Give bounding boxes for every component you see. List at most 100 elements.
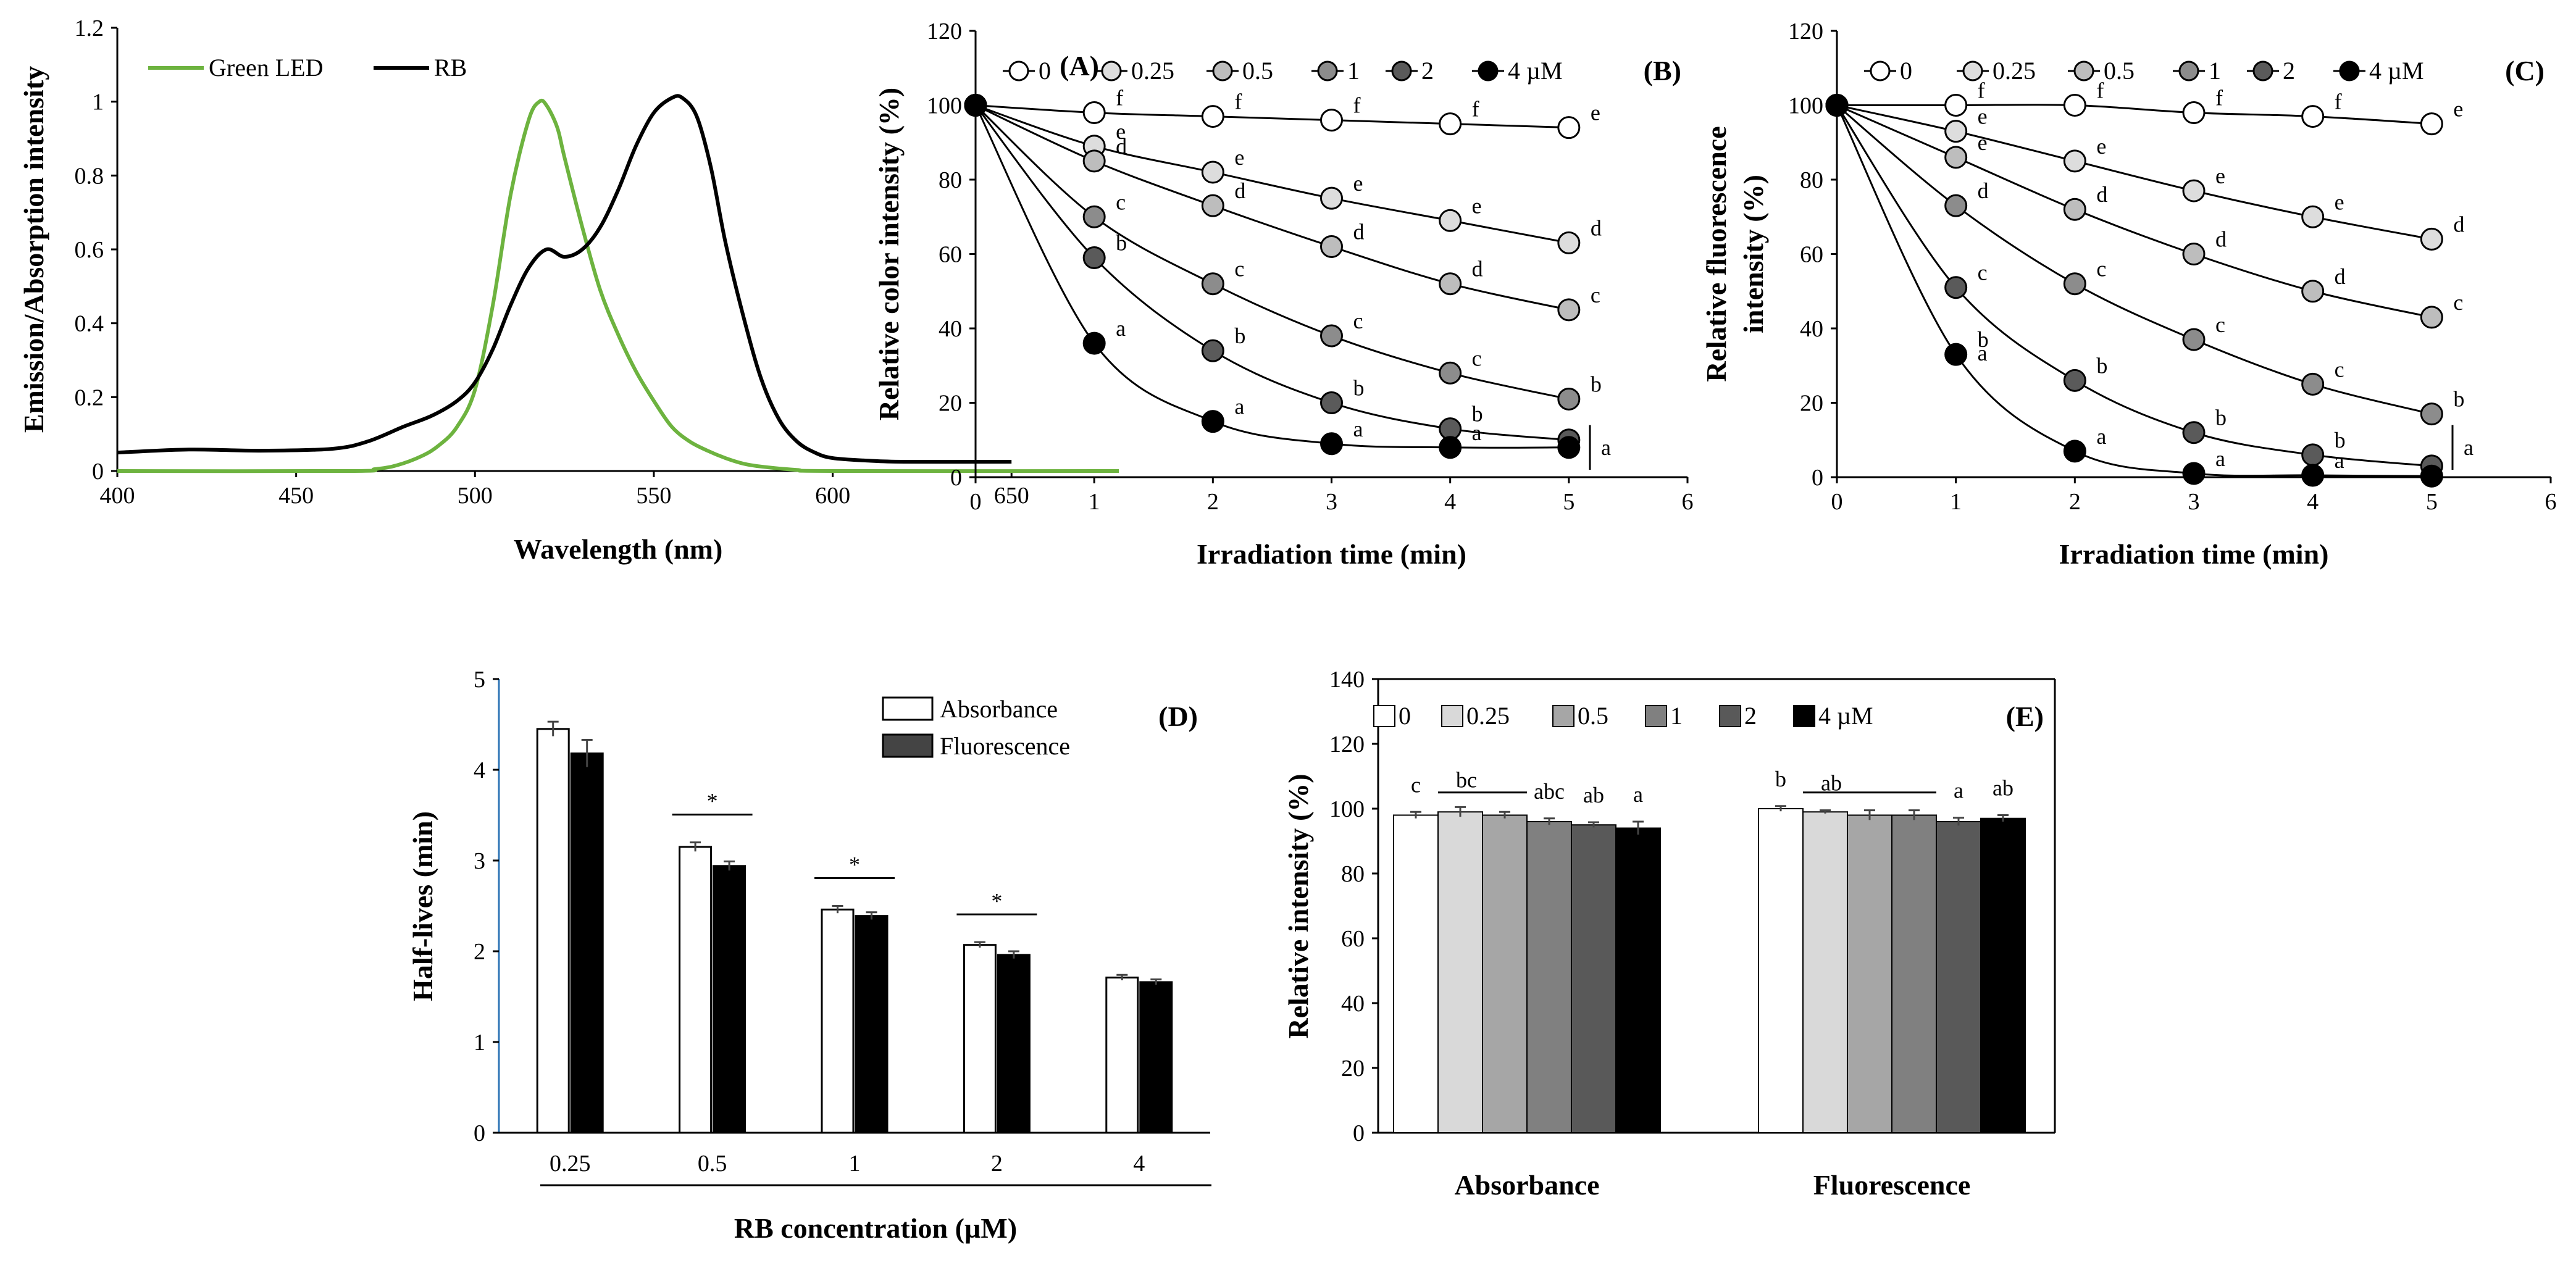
- bar: [1393, 814, 1439, 1133]
- data-point: [1439, 112, 1462, 136]
- y-tick-label: 80: [1341, 861, 1365, 887]
- legend-label: 0.5: [2104, 57, 2135, 85]
- data-point: [2182, 421, 2206, 444]
- data-point: [964, 94, 987, 117]
- x-axis-label: Irradiation time (min): [2059, 538, 2329, 570]
- significance-letter: c: [1591, 283, 1600, 307]
- y-tick-label: 0: [1812, 465, 1823, 491]
- significance-letter: d: [1353, 219, 1365, 244]
- significance-letter: a: [2096, 424, 2106, 449]
- x-tick-label: 4: [2307, 489, 2319, 515]
- significance-letter: a: [1234, 394, 1244, 419]
- bar: [536, 728, 570, 1134]
- significance-letter: f: [1234, 90, 1242, 114]
- significance-letter: d: [1591, 215, 1602, 240]
- significance-letter: a: [2335, 448, 2344, 473]
- data-point: [1944, 343, 1968, 366]
- significance-letter: e: [1234, 145, 1244, 170]
- x-tick-label: 2: [1207, 489, 1219, 515]
- significance-letter: c: [1978, 261, 1988, 285]
- x-tick-label: 2: [991, 1151, 1003, 1177]
- data-point: [1439, 436, 1462, 459]
- legend-label: 2: [1421, 57, 1434, 85]
- data-point: [1557, 298, 1581, 322]
- significance-letter: abc: [1534, 779, 1565, 804]
- bar: [855, 915, 889, 1134]
- significance-letter: e: [2096, 134, 2106, 159]
- significance-letter: b: [2335, 428, 2346, 452]
- series-curve: [975, 104, 1570, 311]
- data-point: [1082, 205, 1106, 228]
- legend-label: 1: [1670, 702, 1683, 730]
- y-tick-label: 1: [474, 1030, 485, 1056]
- legend-swatch-fluorescence: [882, 733, 934, 758]
- spectrum-line-green-led: [117, 98, 1119, 473]
- y-tick-label: 120: [927, 19, 962, 44]
- significance-letter: d: [1472, 257, 1483, 281]
- data-point: [2182, 243, 2206, 265]
- x-tick-label: 500: [458, 483, 493, 509]
- legend-marker: [2178, 60, 2199, 81]
- data-point: [2420, 112, 2443, 136]
- y-tick-label: 100: [927, 93, 962, 119]
- legend-label: 0: [1399, 702, 1411, 730]
- data-point: [2182, 462, 2206, 485]
- x-axis-label: RB concentration (µM): [734, 1212, 1017, 1244]
- data-point: [1944, 120, 1968, 143]
- series-curve: [1836, 104, 2432, 415]
- significance-letter: c: [1411, 772, 1421, 797]
- bar: [1571, 824, 1616, 1133]
- significance-star: *: [849, 852, 860, 877]
- data-point: [1201, 410, 1224, 433]
- y-tick-label: 120: [1329, 732, 1365, 757]
- legend-swatch: [1719, 705, 1741, 727]
- x-tick-label: 550: [636, 483, 671, 509]
- significance-letter: e: [1116, 119, 1126, 144]
- bar: [1482, 814, 1528, 1133]
- significance-letter: f: [1978, 78, 1985, 103]
- significance-letter: e: [2215, 164, 2225, 188]
- significance-letter: c: [1234, 257, 1244, 281]
- data-point: [1825, 94, 1849, 117]
- significance-letter: c: [1472, 346, 1482, 370]
- y-axis-label-line-2: intensity (%): [1738, 175, 1769, 333]
- data-point: [1557, 387, 1581, 411]
- significance-letter: b: [2215, 406, 2227, 430]
- y-tick-label: 40: [1800, 316, 1823, 342]
- significance-letter: d: [1116, 134, 1127, 159]
- legend-swatch: [1645, 705, 1667, 727]
- x-tick-label: 400: [100, 483, 135, 509]
- y-tick-label: 2: [474, 939, 485, 965]
- significance-letter: e: [1978, 130, 1988, 155]
- significance-letter: a: [1978, 341, 1988, 365]
- data-point: [1082, 246, 1106, 270]
- significance-letter: d: [1978, 178, 1989, 203]
- x-tick-label: 0.25: [550, 1151, 591, 1177]
- data-point: [2420, 464, 2443, 488]
- bar: [1105, 977, 1139, 1134]
- y-tick-label: 100: [1788, 93, 1823, 119]
- y-tick-label: 80: [939, 167, 962, 193]
- panel-label-b: (B): [1644, 55, 1681, 86]
- x-tick-label: 600: [815, 483, 850, 509]
- y-tick-label: 80: [1800, 167, 1823, 193]
- data-point: [2182, 179, 2206, 202]
- legend-label: 4 µM: [1508, 57, 1563, 85]
- y-tick-label: 1: [92, 90, 104, 115]
- legend-label: 0.25: [1993, 57, 2036, 85]
- x-tick-label: 1: [1950, 489, 1962, 515]
- y-tick-label: 0: [92, 459, 104, 485]
- series-curve: [1836, 104, 2432, 125]
- data-point: [1320, 391, 1343, 414]
- data-point: [1557, 231, 1581, 254]
- y-axis-label: Emission/Absorption intensity: [18, 66, 49, 433]
- significance-letter: d: [2215, 227, 2227, 252]
- significance-letter: bc: [1456, 767, 1477, 792]
- legend-label-absorbance: Absorbance: [940, 695, 1058, 723]
- significance-letter: ab: [1993, 776, 2014, 801]
- data-point: [1557, 116, 1581, 140]
- bar: [1980, 817, 2026, 1133]
- significance-letter: f: [2096, 78, 2104, 103]
- data-point: [1944, 94, 1968, 117]
